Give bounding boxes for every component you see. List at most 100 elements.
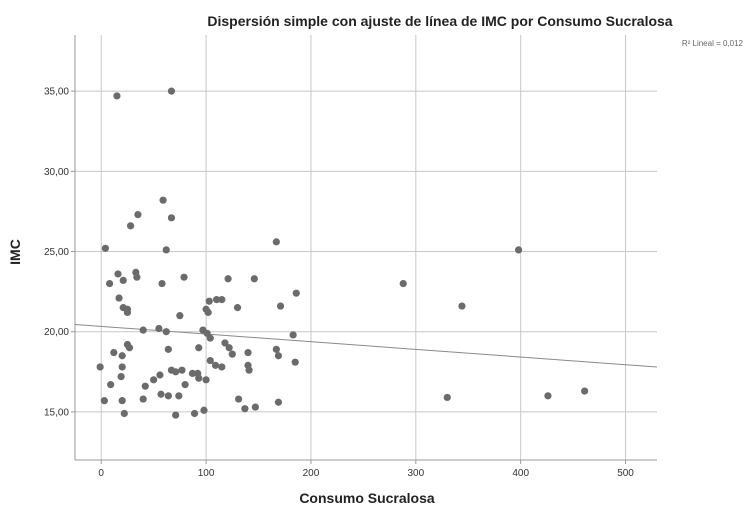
data-point bbox=[276, 302, 285, 310]
data-point bbox=[204, 308, 212, 317]
data-point bbox=[113, 92, 121, 100]
data-point bbox=[206, 356, 214, 365]
data-point bbox=[178, 366, 186, 374]
data-points bbox=[96, 87, 589, 419]
data-point bbox=[125, 344, 134, 352]
data-point bbox=[225, 344, 233, 352]
data-point bbox=[96, 363, 104, 371]
data-point bbox=[245, 366, 253, 374]
data-point bbox=[443, 393, 451, 402]
data-point bbox=[120, 409, 128, 418]
data-point bbox=[126, 222, 135, 230]
y-tick-label: 15,00 bbox=[44, 407, 69, 418]
data-point bbox=[164, 345, 172, 353]
data-point bbox=[221, 339, 229, 347]
data-point bbox=[172, 411, 180, 419]
data-point bbox=[241, 405, 249, 413]
data-point bbox=[291, 358, 299, 366]
data-point bbox=[164, 392, 172, 400]
y-tick-label: 35,00 bbox=[44, 87, 69, 98]
data-point bbox=[581, 387, 589, 395]
data-point bbox=[175, 392, 183, 400]
x-tick-label: 100 bbox=[198, 468, 215, 479]
data-point bbox=[114, 270, 122, 278]
data-point bbox=[172, 368, 180, 376]
data-point bbox=[272, 238, 280, 246]
data-point bbox=[141, 382, 149, 390]
data-point bbox=[107, 381, 115, 389]
data-point bbox=[274, 398, 283, 406]
data-point bbox=[118, 397, 126, 405]
chart-title: Dispersión simple con ajuste de línea de… bbox=[207, 13, 672, 29]
data-point bbox=[156, 371, 164, 379]
y-axis-title: IMC bbox=[7, 239, 23, 265]
data-point bbox=[134, 211, 142, 219]
y-tick-label: 30,00 bbox=[44, 167, 69, 178]
data-point bbox=[118, 352, 126, 360]
data-point bbox=[228, 350, 236, 358]
y-tick-label: 25,00 bbox=[44, 247, 69, 258]
data-point bbox=[292, 289, 300, 297]
data-point bbox=[211, 361, 220, 369]
data-point bbox=[100, 397, 108, 405]
data-point bbox=[195, 374, 203, 382]
data-point bbox=[251, 403, 259, 411]
r2-annotation: R² Lineal = 0,012 bbox=[682, 39, 744, 48]
data-point bbox=[110, 348, 118, 357]
data-point bbox=[218, 363, 226, 371]
data-point bbox=[218, 296, 226, 304]
y-tick-label: 20,00 bbox=[44, 327, 69, 338]
data-point bbox=[224, 275, 232, 283]
data-point bbox=[244, 348, 252, 357]
data-point bbox=[101, 244, 110, 252]
data-point bbox=[155, 324, 163, 333]
axes bbox=[71, 35, 657, 464]
data-point bbox=[272, 345, 280, 353]
data-point bbox=[188, 369, 197, 377]
data-point bbox=[458, 302, 466, 310]
data-point bbox=[162, 246, 170, 254]
x-tick-labels: 0 100 200 300 400 500 bbox=[98, 468, 634, 479]
data-point bbox=[139, 395, 147, 403]
data-point bbox=[181, 381, 189, 389]
data-point bbox=[274, 352, 283, 360]
data-point bbox=[250, 275, 258, 283]
data-point bbox=[115, 294, 123, 302]
x-tick-label: 300 bbox=[407, 468, 424, 479]
data-point bbox=[118, 363, 126, 371]
data-point bbox=[162, 328, 170, 336]
data-point bbox=[190, 409, 199, 418]
x-tick-label: 500 bbox=[617, 468, 634, 479]
x-tick-label: 0 bbox=[98, 468, 104, 479]
data-point bbox=[167, 87, 176, 95]
data-point bbox=[159, 196, 167, 204]
data-point bbox=[106, 279, 114, 288]
data-point bbox=[167, 214, 176, 222]
data-point bbox=[202, 376, 210, 384]
data-point bbox=[117, 373, 125, 381]
data-point bbox=[150, 376, 158, 384]
data-point bbox=[133, 273, 141, 281]
data-point bbox=[399, 279, 407, 288]
data-point bbox=[212, 296, 221, 304]
data-point bbox=[180, 273, 188, 281]
data-point bbox=[205, 297, 213, 305]
data-point bbox=[289, 331, 297, 339]
data-point bbox=[514, 246, 523, 254]
data-point bbox=[544, 392, 552, 400]
data-point bbox=[176, 312, 184, 320]
data-point bbox=[234, 395, 243, 403]
data-point bbox=[195, 344, 203, 352]
y-tick-labels: 15,00 20,00 25,00 30,00 35,00 bbox=[44, 87, 69, 419]
data-point bbox=[158, 279, 166, 288]
fit-line-group bbox=[74, 323, 658, 368]
data-point bbox=[157, 390, 165, 398]
data-point bbox=[119, 276, 127, 284]
x-tick-label: 200 bbox=[303, 468, 320, 479]
data-point bbox=[139, 326, 147, 334]
data-point bbox=[123, 305, 132, 313]
x-axis-title: Consumo Sucralosa bbox=[299, 490, 435, 506]
data-point bbox=[200, 406, 208, 414]
